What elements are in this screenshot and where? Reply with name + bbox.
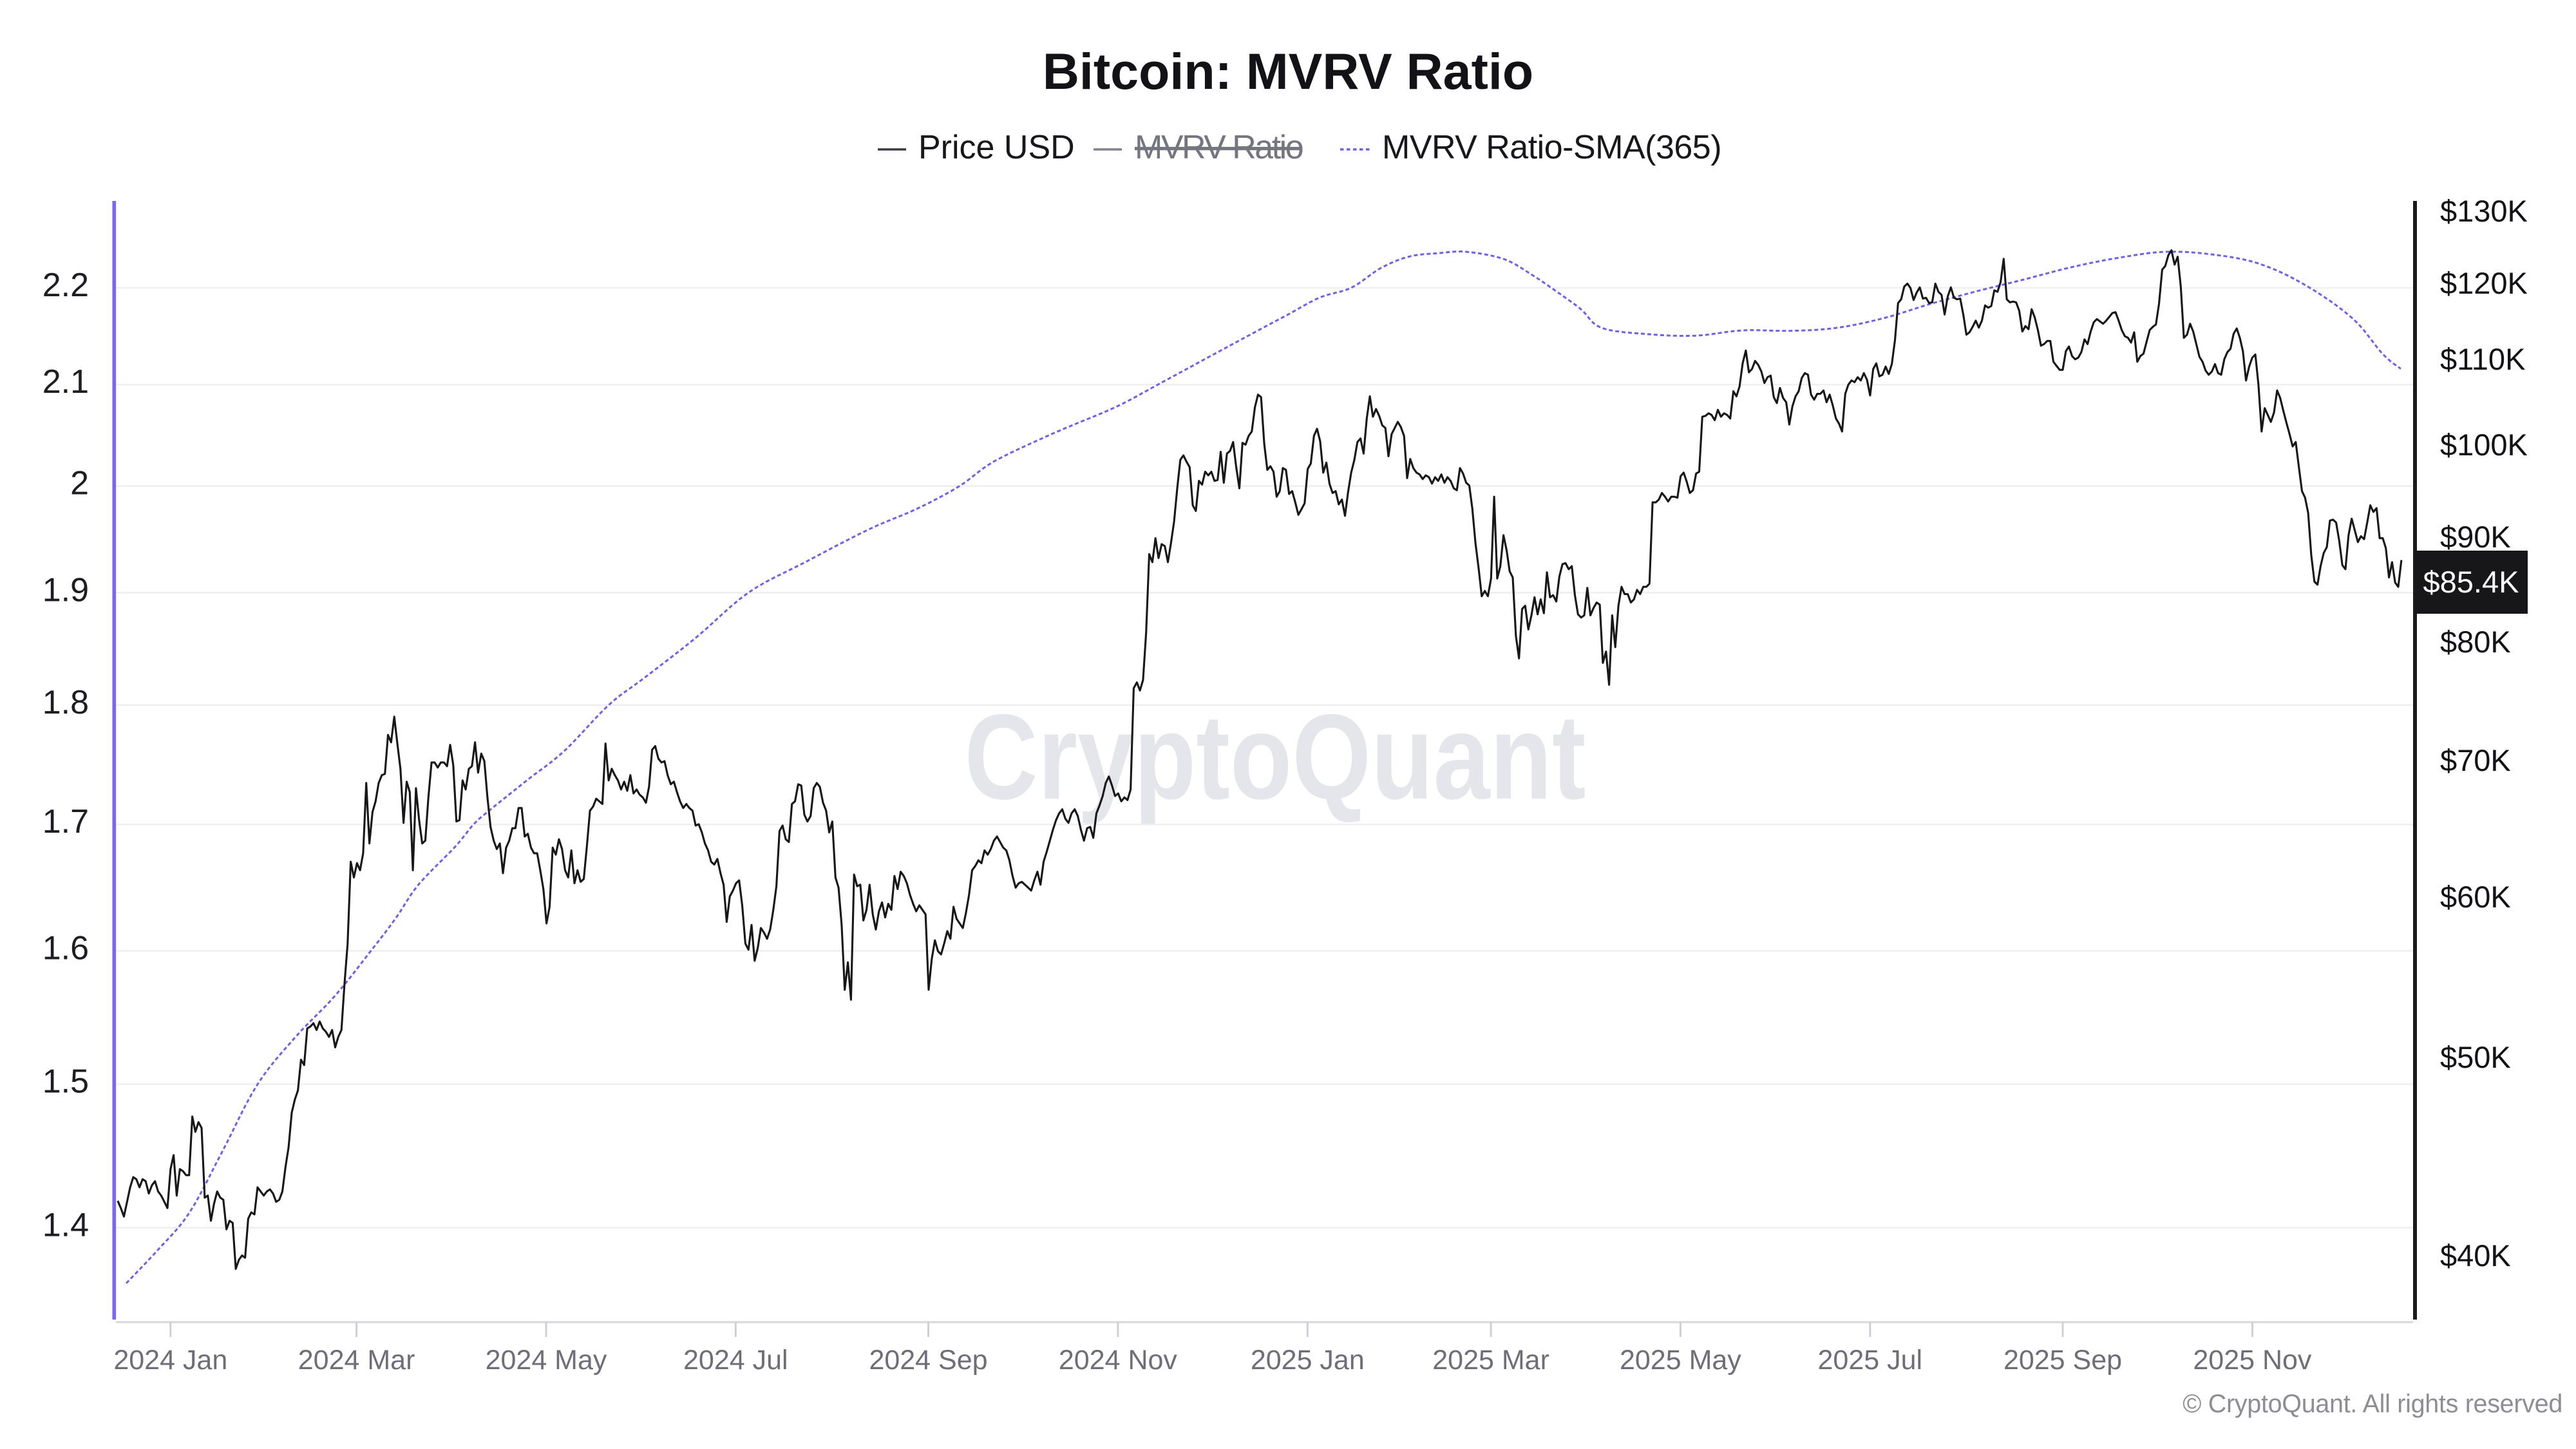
svg-text:$90K: $90K <box>2440 520 2511 554</box>
svg-text:$70K: $70K <box>2440 743 2511 777</box>
svg-text:2025 Jul: 2025 Jul <box>1818 1345 1923 1376</box>
svg-text:$80K: $80K <box>2440 625 2511 659</box>
svg-text:2025 Mar: 2025 Mar <box>1432 1345 1549 1376</box>
svg-text:2024 Mar: 2024 Mar <box>298 1345 415 1376</box>
svg-text:2025 May: 2025 May <box>1620 1345 1741 1376</box>
svg-text:2.1: 2.1 <box>43 363 89 401</box>
svg-text:Bitcoin: MVRV Ratio: Bitcoin: MVRV Ratio <box>1043 43 1533 100</box>
svg-text:CryptoQuant: CryptoQuant <box>964 689 1586 824</box>
svg-text:2024 Jan: 2024 Jan <box>113 1345 227 1376</box>
svg-text:1.6: 1.6 <box>43 929 89 967</box>
svg-text:$100K: $100K <box>2440 428 2528 462</box>
svg-text:© CryptoQuant. All rights rese: © CryptoQuant. All rights reserved <box>2183 1390 2562 1418</box>
svg-text:Price USD: Price USD <box>918 129 1075 166</box>
svg-text:2.2: 2.2 <box>43 267 89 304</box>
svg-text:$50K: $50K <box>2440 1040 2511 1074</box>
svg-text:MVRV Ratio: MVRV Ratio <box>1135 129 1303 166</box>
svg-text:2024 Sep: 2024 Sep <box>869 1345 987 1376</box>
svg-text:2025 Sep: 2025 Sep <box>2003 1345 2122 1376</box>
svg-text:$60K: $60K <box>2440 880 2511 914</box>
svg-text:$85.4K: $85.4K <box>2423 565 2519 599</box>
svg-text:2024 Nov: 2024 Nov <box>1059 1345 1178 1376</box>
svg-text:1.5: 1.5 <box>43 1063 89 1101</box>
svg-text:1.8: 1.8 <box>43 684 89 721</box>
svg-text:MVRV Ratio-SMA(365): MVRV Ratio-SMA(365) <box>1382 129 1721 166</box>
svg-text:$110K: $110K <box>2440 342 2525 376</box>
svg-text:1.4: 1.4 <box>43 1206 89 1244</box>
svg-text:2025 Nov: 2025 Nov <box>2193 1345 2312 1376</box>
svg-text:$130K: $130K <box>2440 194 2528 228</box>
svg-text:2024 May: 2024 May <box>486 1345 607 1376</box>
svg-text:$40K: $40K <box>2440 1238 2511 1273</box>
svg-text:2024 Jul: 2024 Jul <box>683 1345 788 1376</box>
svg-text:2025 Jan: 2025 Jan <box>1251 1345 1365 1376</box>
svg-text:$120K: $120K <box>2440 266 2528 300</box>
svg-text:1.9: 1.9 <box>43 571 89 609</box>
svg-text:2: 2 <box>70 465 89 502</box>
svg-text:1.7: 1.7 <box>43 803 89 840</box>
